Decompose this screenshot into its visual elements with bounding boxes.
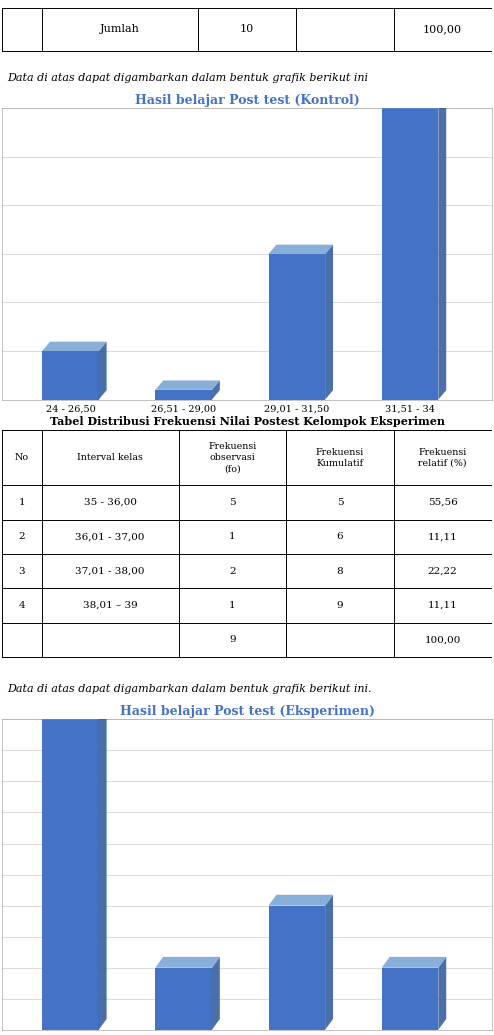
Polygon shape [325,894,333,1030]
Title: Hasil belajar Post test (Kontrol): Hasil belajar Post test (Kontrol) [135,94,359,108]
Text: Data di atas dapat digambarkan dalam bentuk grafik berikut ini: Data di atas dapat digambarkan dalam ben… [7,73,369,83]
Polygon shape [155,381,220,390]
Text: No: No [15,453,29,463]
Bar [155,968,212,1030]
Text: 9: 9 [336,601,343,610]
Text: 2: 2 [229,567,236,575]
Text: 100,00: 100,00 [423,25,462,34]
Text: 35 - 36,00: 35 - 36,00 [83,498,136,507]
Bar [269,906,325,1030]
Text: Jumlah: Jumlah [100,25,140,34]
Text: Frekuensi
relatif (%): Frekuensi relatif (%) [418,448,467,468]
Bar [42,351,99,400]
Text: 9: 9 [229,635,236,645]
Bar [42,719,99,1030]
Text: 55,56: 55,56 [428,498,457,507]
Polygon shape [212,381,220,400]
Text: Tabel Distribusi Frekuensi Nilai Postest Kelompok Eksperimen: Tabel Distribusi Frekuensi Nilai Postest… [49,416,445,427]
Polygon shape [155,956,220,968]
Text: Interval kelas: Interval kelas [77,453,143,463]
Text: 3: 3 [19,567,25,575]
Text: 36,01 - 37,00: 36,01 - 37,00 [75,532,145,541]
Text: 6: 6 [336,532,343,541]
Bar [269,254,325,400]
Text: 2: 2 [19,532,25,541]
Text: 11,11: 11,11 [428,601,457,610]
Text: 38,01 – 39: 38,01 – 39 [82,601,137,610]
Text: 1: 1 [19,498,25,507]
Text: 100,00: 100,00 [424,635,461,645]
Polygon shape [438,956,446,1030]
Polygon shape [269,244,333,254]
Bar [155,390,212,400]
Polygon shape [99,708,107,1030]
Polygon shape [382,99,446,109]
Text: 4: 4 [19,601,25,610]
Text: 1: 1 [229,601,236,610]
Bar [382,109,438,400]
Polygon shape [382,956,446,968]
Polygon shape [325,244,333,400]
Text: Data di atas dapat digambarkan dalam bentuk grafik berikut ini.: Data di atas dapat digambarkan dalam ben… [7,684,372,694]
Text: 5: 5 [229,498,236,507]
Text: 22,22: 22,22 [428,567,457,575]
Bar [382,968,438,1030]
Text: Frekuensi
Kumulatif: Frekuensi Kumulatif [316,448,364,468]
Polygon shape [212,956,220,1030]
Text: 11,11: 11,11 [428,532,457,541]
Polygon shape [438,99,446,400]
Polygon shape [42,708,107,719]
Title: Hasil belajar Post test (Eksperimen): Hasil belajar Post test (Eksperimen) [120,705,374,718]
Polygon shape [99,342,107,400]
Text: 5: 5 [336,498,343,507]
Polygon shape [269,894,333,906]
Text: 37,01 - 38,00: 37,01 - 38,00 [75,567,145,575]
Text: 8: 8 [336,567,343,575]
Text: 1: 1 [229,532,236,541]
Text: 10: 10 [240,25,254,34]
Polygon shape [42,342,107,351]
Text: Frekuensi
observasi
(fo): Frekuensi observasi (fo) [208,442,256,473]
